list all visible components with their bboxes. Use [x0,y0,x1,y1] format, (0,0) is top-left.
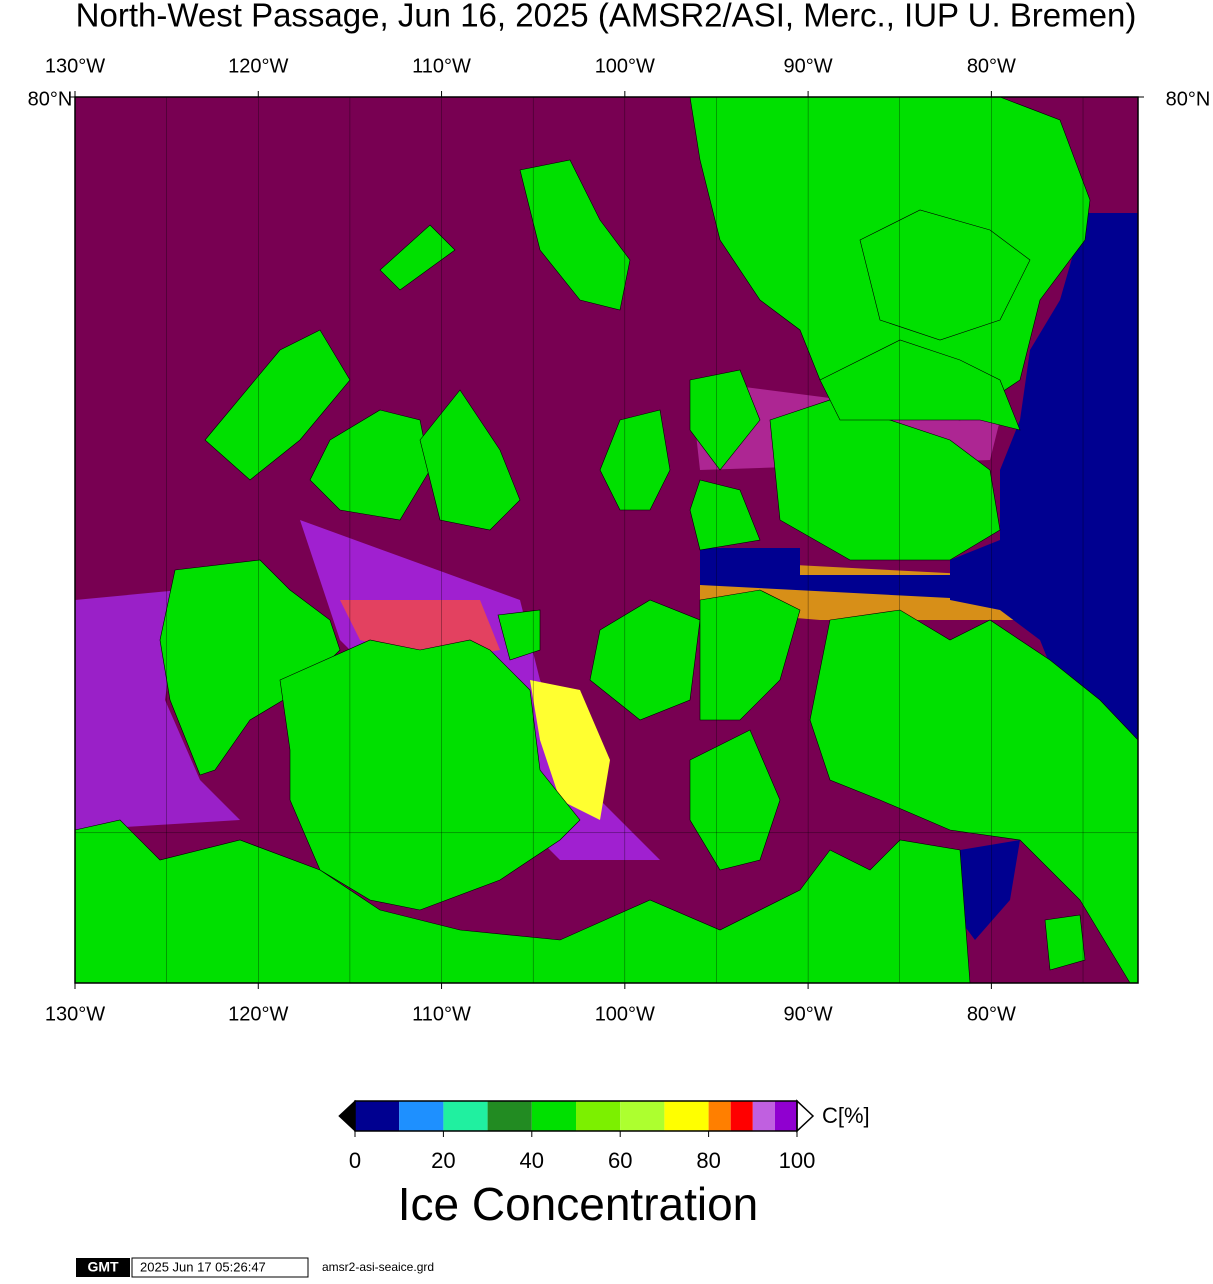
y-tick-label: 80°N [1166,88,1211,110]
footer: GMT 2025 Jun 17 05:26:47 amsr2-asi-seaic… [76,1257,434,1278]
colorbar-tick-label: 60 [608,1148,632,1173]
timestamp-box [131,1257,309,1278]
colorbar-tick-label: 100 [779,1148,816,1173]
x-tick-label: 80°W [967,55,1016,77]
x-tick-label: 120°W [228,1003,288,1025]
colorbar-title: Ice Concentration [398,1178,759,1230]
timestamp: 2025 Jun 17 05:26:47 [140,1259,266,1274]
logo: GMT [87,1259,119,1275]
x-tick-label: 100°W [595,1003,655,1025]
land [859,209,1031,341]
x-tick-label: 90°W [784,55,833,77]
x-tick-label: 110°W [412,55,471,77]
open-water [950,213,1138,740]
land [379,224,456,291]
y-tick-label: 80°N [28,88,73,110]
colorbar-segment [576,1101,621,1131]
colorbar-segment [399,1101,444,1131]
colorbar-frame [354,1100,798,1132]
colorbar-segment [708,1101,731,1131]
colorbar-segment [487,1101,532,1131]
colorbar-segment [664,1101,709,1131]
land [74,819,971,984]
colorbar-segment [531,1101,576,1131]
logo-box [76,1258,130,1277]
land [699,589,801,721]
ice-patch [530,680,610,820]
land [279,639,581,911]
x-tick-label: 130°W [45,1003,105,1025]
land [819,339,1021,431]
land [159,559,341,776]
colorbar-tick-label: 0 [349,1148,361,1173]
open-water [960,840,1020,940]
colorbar-segment [774,1101,797,1131]
colorbar-tick-label: 20 [431,1148,455,1173]
colorbar-unit: C[%] [822,1103,870,1128]
land [689,729,781,871]
land [1044,914,1086,971]
colorbar-segment [443,1101,488,1131]
land [309,409,431,521]
x-tick-label: 110°W [412,1003,471,1025]
land [589,599,701,721]
map-frame [74,96,1139,984]
colorbar-over [796,1099,815,1133]
x-tick-label: 90°W [784,1003,833,1025]
land [599,409,671,511]
file-name: amsr2-asi-seaice.grd [322,1260,434,1274]
colorbar-segment [730,1101,753,1131]
colorbar-under [338,1099,356,1133]
land [497,609,541,661]
colorbar-tick-label: 80 [696,1148,720,1173]
land [419,389,521,531]
colorbar-tick-label: 40 [520,1148,544,1173]
x-tick-label: 80°W [967,1003,1016,1025]
land [689,369,761,471]
x-tick-label: 130°W [45,55,105,77]
title: North-West Passage, Jun 16, 2025 (AMSR2/… [76,0,1137,34]
colorbar-segment [620,1101,665,1131]
x-tick-label: 100°W [595,55,655,77]
open-water [700,548,950,598]
colorbar-segment [355,1101,400,1131]
ice-patch [75,590,240,830]
map [74,96,1139,984]
colorbar-segment [752,1101,775,1131]
land [689,479,761,551]
x-tick-label: 120°W [228,55,288,77]
